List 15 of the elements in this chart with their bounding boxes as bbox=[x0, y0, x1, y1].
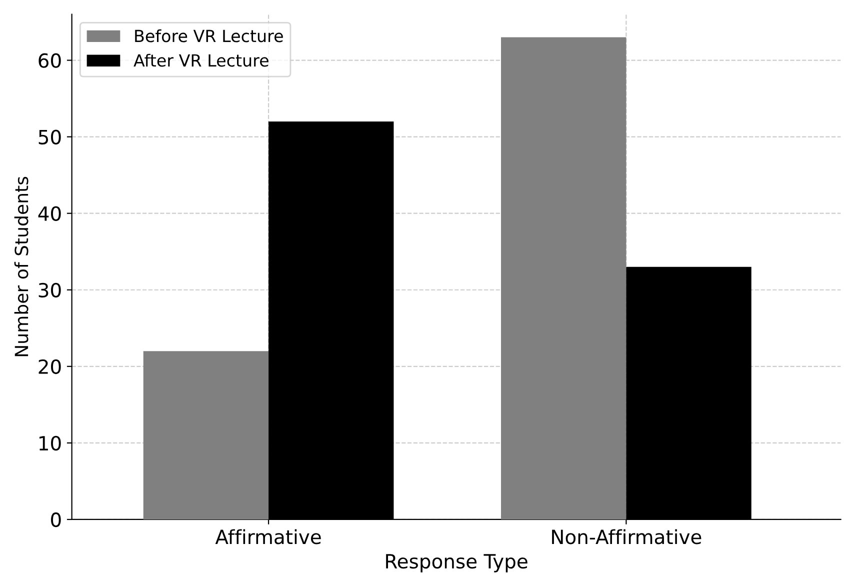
y-tick-label: 20 bbox=[38, 359, 61, 374]
x-axis-title: Response Type bbox=[386, 554, 528, 572]
y-axis-title: Number of Students bbox=[14, 176, 28, 356]
bar bbox=[143, 351, 269, 520]
y-tick-label: 50 bbox=[38, 130, 61, 144]
x-tick-label: Affirmative bbox=[215, 529, 321, 544]
x-tick-label: Non-Affirmative bbox=[552, 529, 702, 544]
legend-label: Before VR Lecture bbox=[135, 29, 283, 42]
y-tick-label: 40 bbox=[38, 206, 61, 221]
y-tick-label: 10 bbox=[39, 436, 61, 451]
y-tick-label: 0 bbox=[51, 512, 61, 528]
y-tick-label: 30 bbox=[38, 282, 61, 298]
bar bbox=[501, 37, 626, 520]
legend-label: After VR Lecture bbox=[134, 54, 268, 67]
y-tick-label: 60 bbox=[38, 53, 61, 68]
